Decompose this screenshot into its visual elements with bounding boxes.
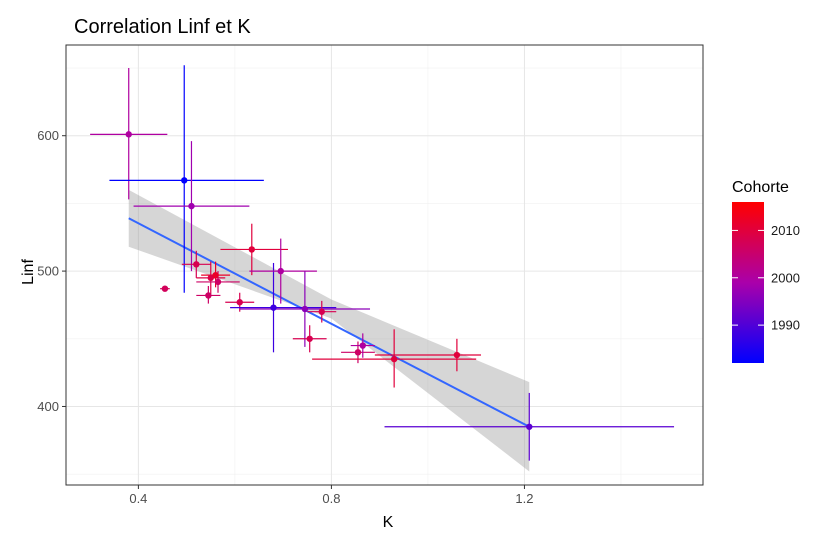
confidence-ribbon-layer — [128, 189, 530, 472]
data-point — [354, 349, 362, 356]
y-axis-title: Linf — [20, 259, 37, 285]
legend-tick-label: 2000 — [771, 270, 800, 285]
x-tick-label: 1.2 — [515, 491, 533, 506]
trend-line-layer — [128, 217, 530, 428]
legend-colorbar — [732, 202, 764, 363]
data-point — [270, 304, 277, 311]
grid — [66, 45, 703, 485]
plot-panel — [65, 44, 704, 486]
x-tick-label: 0.4 — [129, 491, 147, 506]
x-tick-label: 0.8 — [322, 491, 340, 506]
data-point — [359, 342, 366, 349]
trend-line — [128, 217, 530, 428]
data-point — [306, 335, 313, 342]
legend-tick-label: 2010 — [771, 223, 800, 238]
data-point — [301, 305, 309, 313]
data-point — [390, 355, 398, 363]
chart-title: Correlation Linf et K — [74, 16, 251, 38]
data-point — [214, 278, 222, 286]
legend-tick-label: 1990 — [771, 318, 800, 333]
data-points — [125, 131, 533, 430]
data-point — [181, 177, 188, 184]
legend-ticks: 1990 2000 2010 — [732, 223, 800, 333]
data-point — [193, 261, 200, 268]
data-point — [526, 423, 533, 430]
data-point — [248, 246, 255, 253]
data-point — [277, 267, 284, 275]
data-point — [453, 351, 461, 359]
confidence-ribbon — [128, 189, 530, 472]
data-point — [205, 292, 212, 299]
data-point — [188, 202, 195, 210]
data-point — [236, 299, 243, 306]
y-axis-ticks: 400 500 600 — [37, 128, 66, 414]
x-axis-ticks: 0.4 0.8 1.2 — [129, 485, 533, 506]
y-tick-label: 400 — [37, 399, 59, 414]
data-point — [207, 274, 214, 282]
data-point — [212, 271, 219, 279]
data-point — [318, 308, 325, 315]
x-axis-title: K — [383, 514, 394, 531]
y-tick-label: 500 — [37, 264, 59, 279]
legend-title: Cohorte — [732, 179, 789, 196]
color-legend: Cohorte 1990 2000 2010 — [732, 179, 800, 363]
y-tick-label: 600 — [37, 128, 59, 143]
data-point — [125, 131, 132, 138]
data-point — [161, 285, 169, 292]
